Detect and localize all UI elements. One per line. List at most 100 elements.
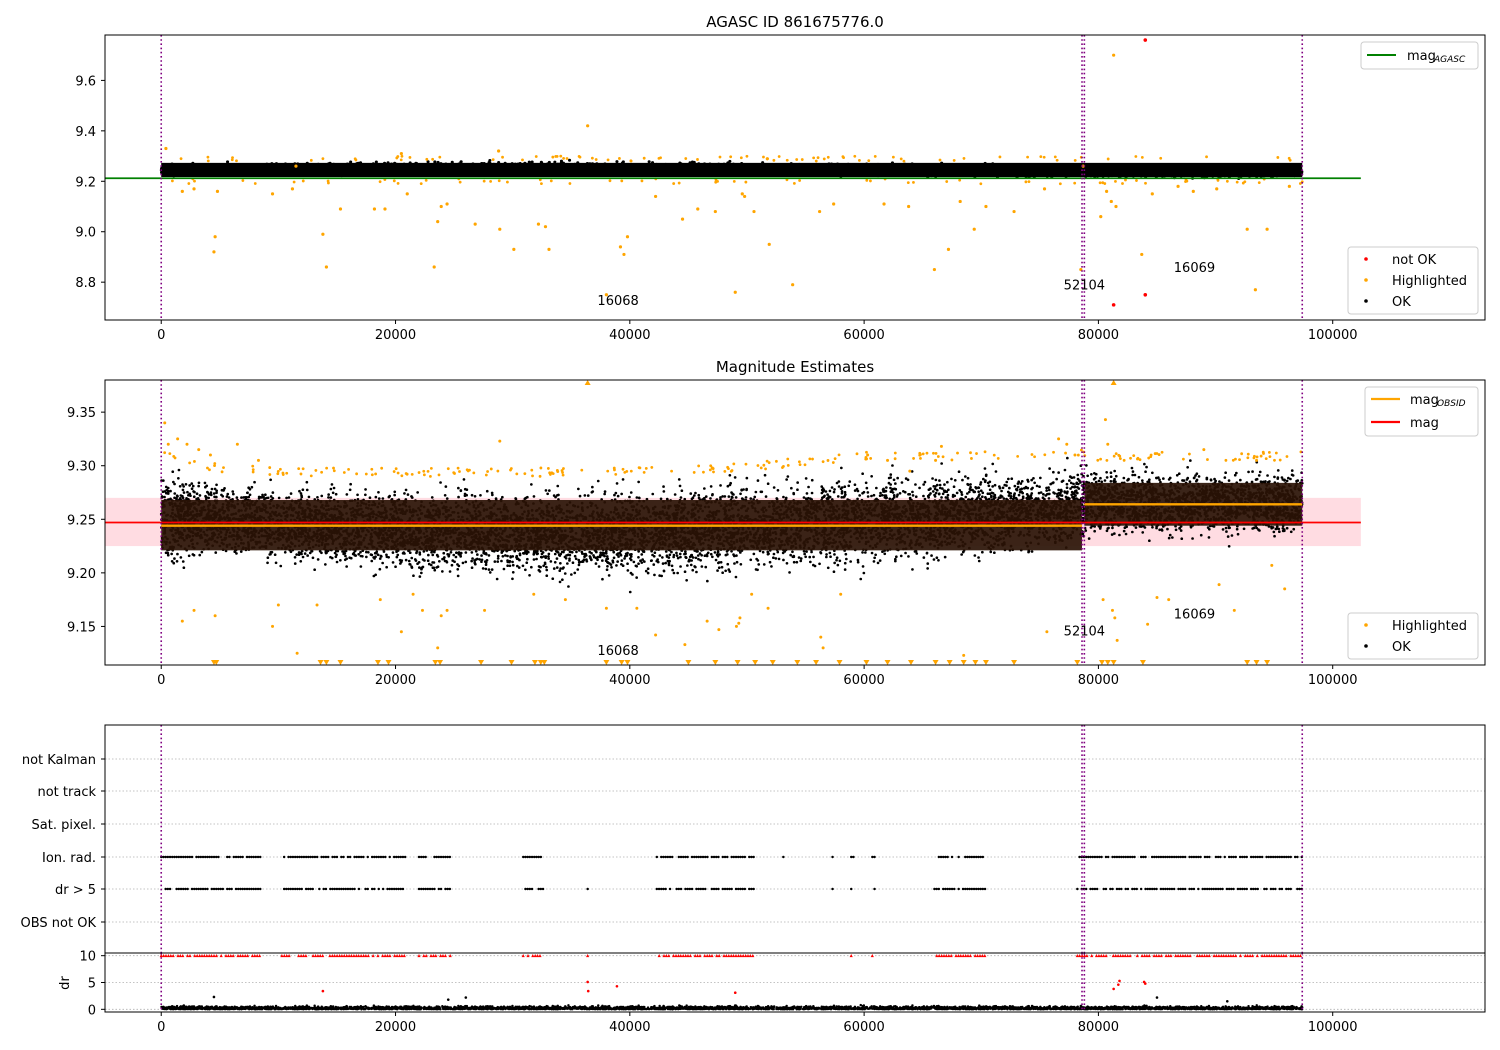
highlighted-point bbox=[394, 467, 398, 471]
highlighted-point bbox=[984, 204, 988, 209]
flag-label: not Kalman bbox=[22, 753, 96, 768]
highlighted-point bbox=[164, 146, 168, 151]
highlighted-point bbox=[711, 467, 715, 470]
dr-ok-points bbox=[160, 1003, 1304, 1011]
highlighted-point bbox=[1205, 155, 1208, 159]
highlighted-point bbox=[767, 242, 771, 246]
legend-label: OK bbox=[1392, 640, 1411, 655]
highlighted-point bbox=[251, 470, 255, 474]
p2-x-tick-label: 100000 bbox=[1308, 673, 1358, 688]
highlighted-point bbox=[1073, 453, 1077, 457]
highlighted-point bbox=[1202, 448, 1206, 452]
highlighted-point bbox=[975, 452, 978, 455]
highlighted-point bbox=[486, 470, 489, 473]
highlighted-point bbox=[1096, 458, 1100, 462]
highlighted-point bbox=[1136, 456, 1140, 460]
highlighted-point bbox=[738, 616, 742, 620]
highlighted-point bbox=[608, 179, 612, 183]
p2-y-tick-label: 9.30 bbox=[67, 460, 96, 475]
highlighted-point bbox=[271, 624, 275, 628]
highlighted-point bbox=[692, 471, 696, 474]
highlighted-point bbox=[1042, 187, 1047, 191]
highlighted-point bbox=[429, 474, 432, 478]
highlighted-point bbox=[565, 157, 569, 160]
p1-x-tick-label: 100000 bbox=[1308, 328, 1358, 343]
p2-x-tick-label: 0 bbox=[157, 673, 165, 688]
highlighted-point bbox=[439, 204, 443, 209]
highlighted-point bbox=[705, 619, 709, 623]
highlighted-below-marker bbox=[932, 660, 939, 665]
highlighted-point bbox=[411, 592, 415, 596]
highlighted-point bbox=[208, 468, 211, 472]
highlighted-point bbox=[925, 451, 929, 455]
highlighted-point bbox=[364, 472, 368, 476]
obsid-label: 52104 bbox=[1064, 279, 1105, 294]
dr-point bbox=[464, 996, 468, 999]
highlighted-point bbox=[1117, 453, 1121, 457]
highlighted-point bbox=[939, 444, 943, 448]
highlighted-below-marker bbox=[769, 660, 776, 665]
highlighted-point bbox=[1101, 598, 1105, 602]
highlighted-point bbox=[969, 451, 972, 455]
highlighted-point bbox=[482, 179, 486, 183]
highlighted-point bbox=[206, 159, 210, 163]
highlighted-point bbox=[534, 155, 538, 158]
highlighted-point bbox=[718, 155, 722, 159]
highlighted-point bbox=[1039, 155, 1043, 159]
highlighted-point bbox=[1030, 453, 1034, 456]
highlighted-point bbox=[168, 452, 172, 455]
highlighted-below-marker bbox=[1244, 660, 1251, 665]
dr-point bbox=[321, 989, 325, 993]
legend-box bbox=[1360, 41, 1479, 70]
highlighted-point bbox=[1114, 179, 1117, 183]
highlighted-below-marker bbox=[213, 660, 220, 665]
highlighted-point bbox=[419, 182, 423, 186]
highlighted-point bbox=[483, 608, 487, 612]
highlighted-point bbox=[786, 463, 790, 467]
highlighted-below-marker bbox=[1264, 660, 1271, 665]
highlighted-point bbox=[869, 179, 872, 183]
highlighted-point bbox=[786, 457, 790, 461]
highlighted-point bbox=[970, 457, 973, 460]
highlighted-below-marker bbox=[624, 660, 631, 665]
highlighted-point bbox=[767, 461, 771, 465]
highlighted-point bbox=[696, 158, 699, 161]
highlighted-below-marker bbox=[685, 660, 692, 665]
highlighted-point bbox=[1147, 456, 1151, 460]
flag-label: Ion. rad. bbox=[42, 851, 96, 866]
highlighted-point bbox=[744, 462, 748, 466]
highlighted-point bbox=[1140, 252, 1144, 257]
highlighted-point bbox=[873, 154, 877, 158]
highlighted-point bbox=[521, 158, 524, 162]
highlighted-point bbox=[321, 232, 325, 236]
highlighted-point bbox=[1073, 158, 1077, 162]
highlighted-point bbox=[1106, 157, 1110, 161]
highlighted-point bbox=[934, 458, 938, 462]
highlighted-point bbox=[744, 180, 748, 184]
highlighted-point bbox=[512, 247, 516, 251]
highlighted-point bbox=[855, 452, 859, 456]
highlighted-point bbox=[654, 633, 658, 637]
highlighted-point bbox=[179, 157, 183, 161]
highlighted-point bbox=[374, 472, 378, 476]
highlighted-point bbox=[672, 182, 676, 185]
dr-point bbox=[586, 989, 590, 993]
highlighted-point bbox=[956, 451, 959, 455]
highlighted-point bbox=[491, 158, 495, 162]
highlighted-point bbox=[299, 472, 303, 476]
highlighted-point bbox=[1181, 457, 1185, 461]
highlighted-point bbox=[424, 178, 428, 182]
highlighted-point bbox=[370, 473, 374, 477]
legend-box bbox=[1347, 612, 1479, 660]
highlighted-point bbox=[1105, 458, 1109, 462]
highlighted-point bbox=[886, 458, 890, 462]
highlighted-point bbox=[320, 470, 324, 474]
highlighted-point bbox=[765, 459, 769, 463]
dr-ylabel: dr bbox=[58, 976, 73, 990]
highlighted-point bbox=[743, 194, 747, 199]
highlighted-point bbox=[777, 155, 781, 158]
highlighted-point bbox=[839, 592, 843, 596]
highlighted-point bbox=[429, 466, 433, 470]
legend-label: Highlighted bbox=[1392, 274, 1467, 289]
